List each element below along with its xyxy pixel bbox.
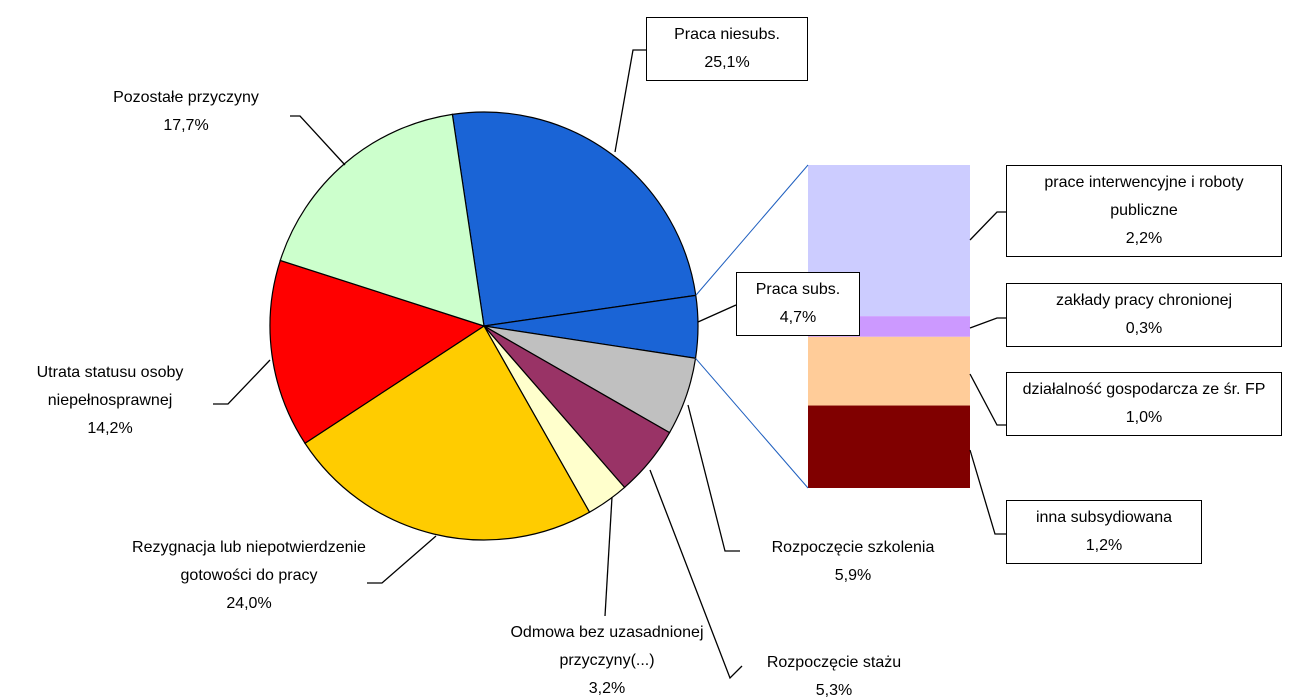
leader-line	[614, 49, 646, 153]
leader-line	[687, 404, 740, 552]
bar-label: inna subsydiowana 1,2%	[1006, 500, 1202, 564]
label-name: Utrata statusu osoby niepełnosprawnej	[36, 364, 184, 409]
label-name: Praca subs.	[755, 281, 841, 298]
slice-label: Pozostałe przyczyny 17,7%	[80, 84, 292, 140]
label-name: Rozpoczęcie szkolenia	[771, 539, 935, 556]
slice-label: Rozpoczęcie szkolenia 5,9%	[735, 534, 971, 590]
connector	[695, 357, 809, 489]
pie-slice	[269, 259, 486, 445]
label-name: zakłady pracy chronionej	[1055, 292, 1233, 309]
slice-label: Utrata statusu osoby niepełnosprawnej 14,…	[5, 359, 215, 443]
bar-segment	[808, 405, 970, 488]
label-name: Rezygnacja lub niepotwierdzenie gotowośc…	[132, 539, 366, 584]
pie-slice	[279, 113, 485, 327]
label-name: inna subsydiowana	[1035, 509, 1173, 526]
slice-label: Rozpoczęcie stażu 5,3%	[735, 649, 933, 700]
leader-line	[969, 211, 1006, 241]
slice-label: Praca niesubs. 25,1%	[646, 17, 808, 81]
label-name: Odmowa bez uzasadnionej przyczyny(...)	[510, 624, 704, 669]
label-value: 4,7%	[779, 309, 817, 326]
bar-label: działalność gospodarcza ze śr. FP 1,0%	[1006, 372, 1282, 436]
label-name: działalność gospodarcza ze śr. FP	[1022, 381, 1266, 398]
label-value: 1,0%	[1125, 409, 1163, 426]
leader-line	[290, 115, 346, 166]
leader-line	[604, 496, 613, 617]
label-value: 25,1%	[704, 54, 750, 71]
leader-line	[649, 469, 743, 680]
label-value: 17,7%	[163, 117, 209, 134]
pie-slice	[304, 325, 591, 541]
label-name: Rozpoczęcie stażu	[766, 654, 902, 671]
leader-line	[969, 449, 1006, 535]
slice-label: Odmowa bez uzasadnionej przyczyny(...) 3,…	[472, 619, 742, 700]
leader-line	[367, 535, 437, 584]
leader-line	[697, 304, 737, 323]
label-name: Praca niesubs.	[674, 26, 780, 43]
label-value: 1,2%	[1085, 537, 1123, 554]
bar-segment	[808, 336, 970, 406]
pie-slice	[451, 111, 697, 327]
slice-label: Praca subs. 4,7%	[736, 272, 860, 336]
bar-label: prace interwencyjne i roboty publiczne 2,…	[1006, 165, 1282, 257]
label-value: 2,2%	[1125, 230, 1163, 247]
label-name: Pozostałe przyczyny	[113, 89, 259, 106]
label-value: 5,3%	[815, 682, 853, 699]
bar-label: zakłady pracy chronionej 0,3%	[1006, 283, 1282, 347]
leader-line	[213, 359, 271, 405]
label-name: prace interwencyjne i roboty publiczne	[1044, 174, 1244, 219]
label-value: 5,9%	[834, 567, 872, 584]
label-value: 3,2%	[588, 680, 626, 697]
slice-label: Rezygnacja lub niepotwierdzenie gotowośc…	[132, 534, 366, 618]
label-value: 24,0%	[226, 595, 272, 612]
label-value: 0,3%	[1125, 320, 1163, 337]
connector	[695, 164, 809, 296]
leader-line	[969, 373, 1006, 426]
leader-line	[969, 317, 1006, 329]
label-value: 14,2%	[87, 420, 133, 437]
